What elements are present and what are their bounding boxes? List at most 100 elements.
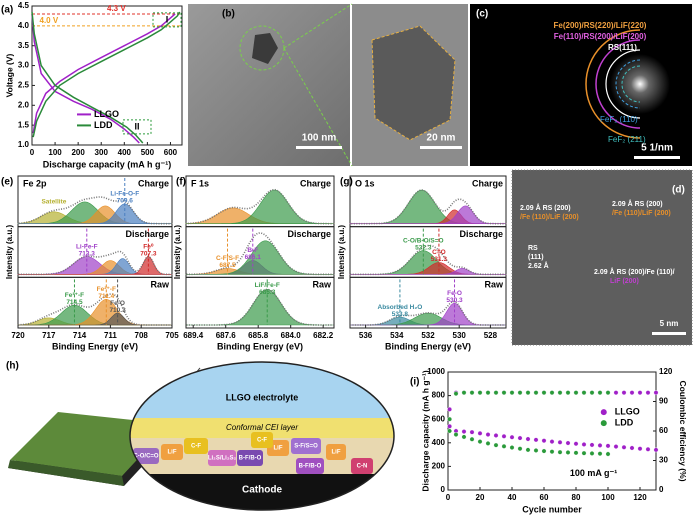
data-point	[501, 433, 507, 439]
y-tick-label: 1.5	[18, 120, 30, 129]
data-point	[493, 390, 499, 396]
panel-label: (e)	[1, 177, 13, 188]
data-point	[525, 436, 531, 442]
species-chip	[351, 458, 373, 474]
x-tick-label: 685.8	[248, 331, 269, 340]
species-label: B-F/B-O	[239, 456, 262, 462]
lattice-label: 2.09 Å RS (200)	[612, 199, 663, 208]
x-axis-label: Binding Energy (eV)	[52, 341, 138, 351]
data-point	[637, 390, 643, 396]
x-tick-label: 400	[118, 148, 132, 157]
panel-c: (c) Fe(200)/RS(220)/LiF(220) Fe(110)/RS(…	[470, 4, 692, 166]
plot-frame	[31, 5, 183, 146]
y-tick-label: 4.5	[18, 1, 30, 10]
peak-position-label: 709.6	[117, 198, 134, 205]
data-point	[477, 430, 483, 436]
y2-tick-label: 90	[659, 397, 668, 406]
x-tick-label: 708	[135, 331, 149, 340]
data-point	[589, 390, 595, 396]
scale-label: 5 nm	[660, 319, 679, 328]
data-point	[557, 439, 563, 445]
x-tick-label: 0	[30, 148, 35, 157]
species-chip	[326, 444, 346, 460]
data-point	[509, 434, 515, 440]
ring-label: RS(111)	[608, 43, 637, 52]
data-point	[533, 437, 539, 443]
cathode-side	[8, 460, 124, 486]
y-tick-label: 1000	[427, 367, 445, 376]
envelope	[18, 250, 172, 276]
reference-label: 4.0 V	[40, 16, 59, 25]
legend-label: LDD	[94, 120, 113, 130]
data-point	[613, 444, 619, 449]
peak-position-label: 687.5	[219, 262, 236, 269]
spectrum-title: O 1s	[355, 178, 375, 188]
data-point	[557, 449, 563, 455]
data-point	[517, 390, 523, 396]
data-point	[525, 447, 531, 453]
data-point	[541, 438, 547, 444]
x-tick-label: 528	[484, 331, 498, 340]
y-axis-label: Intensity (a.u.)	[337, 225, 346, 280]
peak-label: Li-Fe-O-F	[110, 191, 139, 198]
particle-zoom	[371, 25, 456, 141]
panel-label: (i)	[410, 377, 419, 388]
peak-label: C-O/B-O/S=O	[403, 237, 444, 244]
lattice-label: LiF (200)	[610, 278, 639, 285]
peak-label: Fe²⁺-F	[97, 286, 116, 293]
x-tick-label: 0	[446, 493, 451, 502]
species-chip	[133, 448, 159, 464]
x-axis-label: Binding Energy (eV)	[217, 341, 303, 351]
fitted-peak	[350, 312, 506, 326]
data-point	[605, 451, 611, 457]
x-tick-label: 20	[476, 493, 485, 502]
peak-label: Fe³⁺-F	[65, 292, 84, 299]
peak-label: Li-Fe-F	[76, 243, 98, 250]
peak-position-label: 531.3	[431, 256, 448, 263]
y-tick-label: 800	[432, 391, 446, 400]
species-label: Li₂S/Li₂S₂	[208, 456, 237, 462]
panel-label: (a)	[1, 5, 13, 16]
peak-label: Fe⁰	[143, 242, 154, 250]
data-point	[629, 445, 635, 451]
x-tick-label: 80	[572, 493, 581, 502]
data-point	[629, 390, 635, 396]
fitted-peak	[185, 240, 335, 275]
data-point	[549, 439, 555, 445]
peak-label: Satellite	[41, 199, 66, 206]
hrtem-image	[512, 170, 692, 345]
legend-label: LLGO	[615, 406, 640, 416]
data-point	[477, 390, 483, 396]
data-point	[509, 390, 515, 396]
data-point	[453, 432, 459, 437]
subpanel-name: Raw	[150, 280, 170, 290]
lattice-label: (111)	[528, 254, 544, 261]
subpanel-name: Charge	[472, 178, 503, 188]
peak-position-label: 711.4	[98, 293, 114, 300]
y-axis-label: Intensity (a.u.)	[173, 225, 182, 280]
species-label: C-F	[191, 444, 201, 450]
data-point	[613, 390, 619, 396]
x-tick-label: 100	[48, 148, 62, 157]
data-point	[573, 450, 579, 456]
scale-bar	[296, 146, 342, 149]
scale-bar	[420, 146, 462, 149]
data-point	[597, 390, 603, 396]
lattice-label: 2.09 Å RS (200)/Fe (110)/	[594, 267, 675, 276]
y-axis-label: Intensity (a.u.)	[5, 225, 14, 280]
peak-label: LiF/Fe-F	[255, 282, 280, 289]
annotation: II	[134, 121, 139, 131]
data-point	[447, 428, 452, 434]
oval-outline	[129, 361, 395, 511]
data-point	[509, 445, 515, 450]
ring	[595, 39, 641, 129]
zoom-line	[283, 3, 353, 49]
panel-d: (d) 2.09 Å RS (200) /Fe (110)/LiF (200) …	[511, 169, 693, 346]
data-point	[621, 390, 627, 396]
y-axis-label: Discharge capacity (mA h g⁻¹)	[420, 370, 430, 491]
species-chip	[291, 438, 321, 454]
y-tick-label: 400	[432, 438, 446, 447]
species-chip	[237, 450, 263, 466]
data-point	[565, 450, 571, 455]
envelope	[350, 244, 506, 276]
